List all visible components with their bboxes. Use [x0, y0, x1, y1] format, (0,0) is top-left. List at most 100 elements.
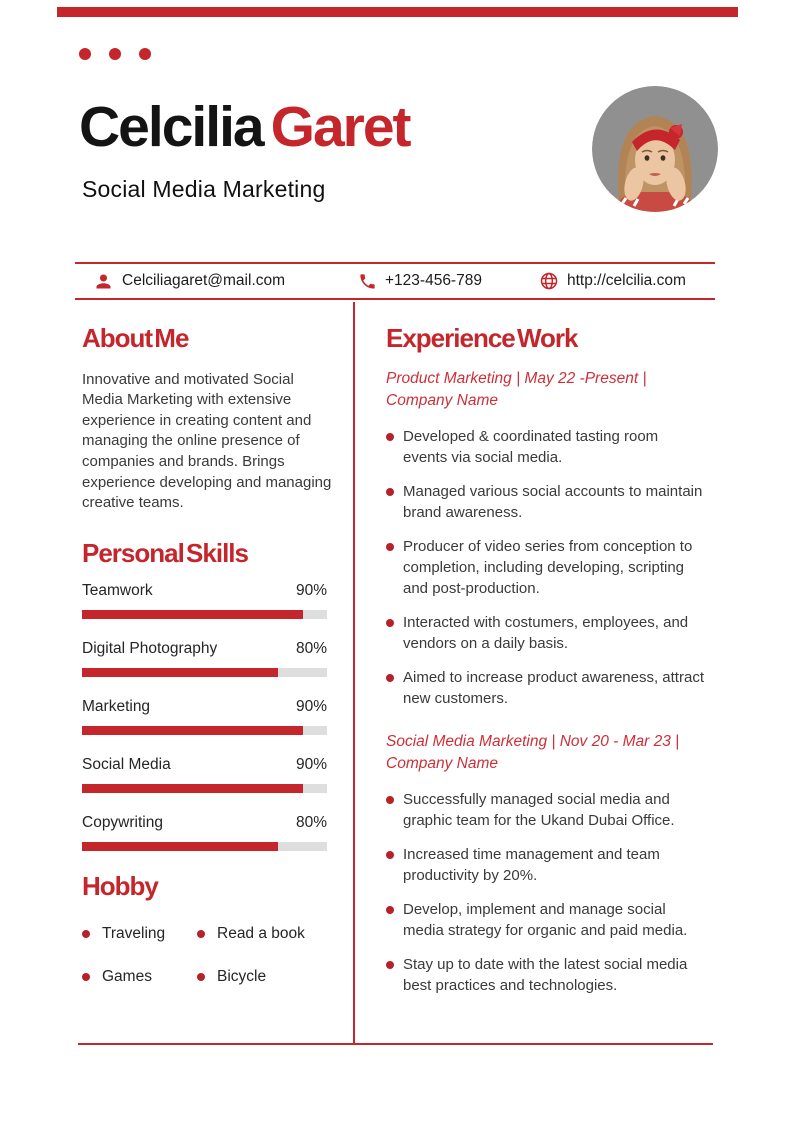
about-heading: About Me [82, 323, 189, 353]
skill-percent: 90% [295, 582, 327, 600]
right-column: Experience Work Product Marketing | May … [386, 324, 712, 1009]
skill-label: Teamwork [82, 582, 153, 600]
job-bullet: Stay up to date with the latest social m… [386, 954, 708, 996]
hobby-item: Traveling [82, 925, 197, 943]
skill-row: Marketing 90% [82, 698, 334, 736]
hobby-label: Read a book [217, 924, 305, 942]
page-title: Celcilia Garet [79, 95, 412, 159]
skill-label: Copywriting [82, 814, 163, 832]
phone-icon [360, 273, 375, 289]
skill-progress-track [82, 726, 327, 736]
red-dot-bullet-icon [197, 929, 205, 938]
about-text: Innovative and motivated Social Media Ma… [82, 370, 332, 512]
name-first: Celcilia [79, 95, 265, 159]
skill-row: Copywriting 80% [82, 814, 334, 852]
skill-percent: 80% [295, 640, 327, 658]
skill-label: Marketing [82, 698, 151, 716]
skills-heading: Personal Skills [82, 537, 249, 568]
skill-progress-track [82, 610, 327, 620]
skill-percent: 80% [295, 814, 327, 832]
red-dot-bullet-icon [197, 972, 205, 981]
skill-progress-fill [82, 668, 278, 678]
skill-row: Teamwork 90% [82, 582, 334, 620]
phone-text: +123-456-789 [385, 272, 482, 289]
experience-heading: Experience Work [386, 323, 579, 353]
name-last: Garet [270, 95, 412, 159]
job-bullet-text: Interacted with costumers, employees, an… [403, 613, 689, 652]
left-column: About Me Innovative and motivated Social… [82, 324, 334, 986]
hobby-label: Traveling [102, 924, 166, 942]
hobby-item: Bicycle [197, 968, 334, 986]
job-bullet: Managed various social accounts to maint… [386, 481, 708, 523]
red-dot [109, 48, 121, 60]
contact-bar: Celciliagaret@mail.com +123-456-789 http… [75, 262, 715, 300]
red-dot-bullet-icon [386, 618, 394, 627]
job-bullet: Producer of video series from conception… [386, 536, 708, 599]
job-bullet: Developed & coordinated tasting room eve… [386, 426, 708, 468]
skills-list: Teamwork 90% Digital Photography 80% Marke… [82, 582, 334, 852]
job-bullet-text: Managed various social accounts to maint… [403, 482, 703, 521]
column-divider [353, 302, 355, 1043]
top-accent-bar [57, 7, 738, 17]
skill-progress-fill [82, 610, 303, 620]
hobby-heading: Hobby [82, 871, 159, 902]
globe-icon [540, 272, 558, 290]
skill-progress-fill [82, 726, 303, 736]
job-title: Social Media Marketing | Nov 20 - Mar 23… [386, 732, 680, 772]
hobby-label: Bicycle [217, 967, 267, 985]
red-dot-bullet-icon [82, 929, 90, 938]
red-dot-bullet-icon [386, 905, 394, 914]
email-text: Celciliagaret@mail.com [122, 272, 286, 289]
contact-email[interactable]: Celciliagaret@mail.com [93, 264, 285, 298]
red-dot-bullet-icon [82, 972, 90, 981]
skill-progress-fill [82, 842, 278, 852]
job-bullet: Increased time management and team produ… [386, 844, 708, 886]
skill-percent: 90% [295, 698, 327, 716]
red-dot [79, 48, 91, 60]
person-icon [96, 274, 111, 288]
hobby-item: Games [82, 968, 197, 986]
job-title: Product Marketing | May 22 -Present | Co… [386, 369, 647, 409]
job-subtitle: Social Media Marketing [82, 176, 326, 202]
skill-row: Digital Photography 80% [82, 640, 334, 678]
skill-row: Social Media 90% [82, 756, 334, 794]
skill-percent: 90% [295, 756, 327, 774]
job-bullet-list: Successfully managed social media and gr… [386, 789, 712, 996]
job-bullet: Develop, implement and manage social med… [386, 899, 708, 941]
hobby-label: Games [102, 967, 152, 985]
bottom-rule [78, 1043, 713, 1045]
skill-progress-fill [82, 784, 303, 794]
skill-progress-track [82, 784, 327, 794]
red-dot-bullet-icon [386, 795, 394, 804]
contact-phone[interactable]: +123-456-789 [358, 264, 482, 298]
red-dot-bullet-icon [386, 850, 394, 859]
job-bullet-text: Producer of video series from conception… [403, 537, 693, 597]
job-bullet-text: Stay up to date with the latest social m… [403, 955, 688, 994]
red-dot [139, 48, 151, 60]
red-dot-bullet-icon [386, 432, 394, 441]
avatar-illustration [592, 86, 718, 212]
decorative-dots [79, 48, 151, 60]
job-bullet-text: Aimed to increase product awareness, att… [403, 668, 704, 707]
skill-progress-track [82, 842, 327, 852]
red-dot-bullet-icon [386, 960, 394, 969]
job-bullet-list: Developed & coordinated tasting room eve… [386, 426, 712, 709]
contact-website[interactable]: http://celcilia.com [539, 264, 686, 298]
job-bullet-text: Developed & coordinated tasting room eve… [403, 427, 659, 466]
skill-progress-track [82, 668, 327, 678]
job-bullet: Interacted with costumers, employees, an… [386, 612, 708, 654]
website-text: http://celcilia.com [567, 272, 686, 289]
skill-label: Social Media [82, 756, 171, 774]
skill-label: Digital Photography [82, 640, 218, 658]
avatar [592, 86, 718, 212]
red-dot-bullet-icon [386, 487, 394, 496]
red-dot-bullet-icon [386, 673, 394, 682]
hobby-list: Traveling Read a book Games Bicycle [82, 925, 334, 986]
job-bullet-text: Successfully managed social media and gr… [403, 790, 675, 829]
red-dot-bullet-icon [386, 542, 394, 551]
job-bullet-text: Develop, implement and manage social med… [403, 900, 688, 939]
job-bullet: Aimed to increase product awareness, att… [386, 667, 708, 709]
job-bullet: Successfully managed social media and gr… [386, 789, 708, 831]
job-bullet-text: Increased time management and team produ… [403, 845, 660, 884]
